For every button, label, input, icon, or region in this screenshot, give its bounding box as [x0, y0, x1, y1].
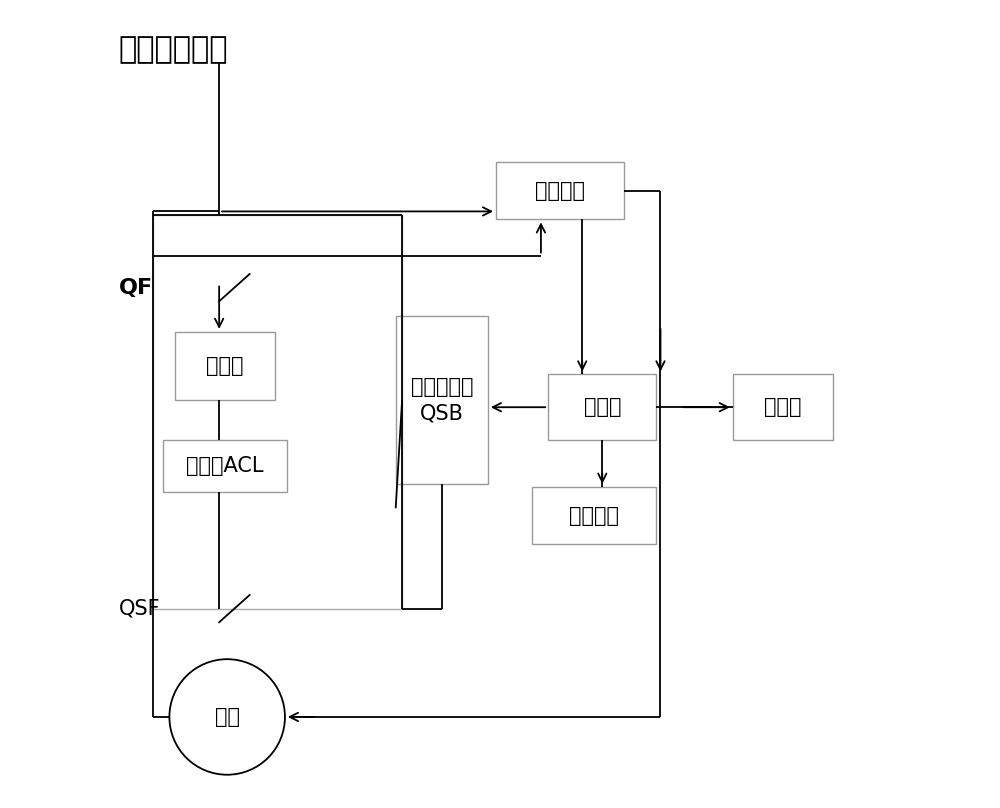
- Text: 电机: 电机: [215, 707, 240, 727]
- Bar: [396, 316, 488, 484]
- Bar: [733, 374, 833, 440]
- Bar: [153, 216, 402, 608]
- Text: QSF: QSF: [119, 599, 160, 619]
- Text: 显示器: 显示器: [764, 398, 802, 417]
- Text: 单片机: 单片机: [584, 398, 621, 417]
- Text: 旁路接触器
QSB: 旁路接触器 QSB: [411, 377, 473, 423]
- Text: 电抗器ACL: 电抗器ACL: [186, 457, 264, 476]
- Text: QF: QF: [119, 278, 153, 297]
- Bar: [175, 332, 275, 400]
- Text: 检测电路: 检测电路: [535, 180, 585, 200]
- Bar: [163, 440, 287, 492]
- Text: 变频器: 变频器: [206, 356, 244, 376]
- Bar: [532, 486, 656, 545]
- Text: 保护电路: 保护电路: [569, 506, 619, 525]
- Bar: [548, 374, 656, 440]
- Text: 三相工频电源: 三相工频电源: [119, 35, 228, 64]
- Bar: [496, 162, 624, 220]
